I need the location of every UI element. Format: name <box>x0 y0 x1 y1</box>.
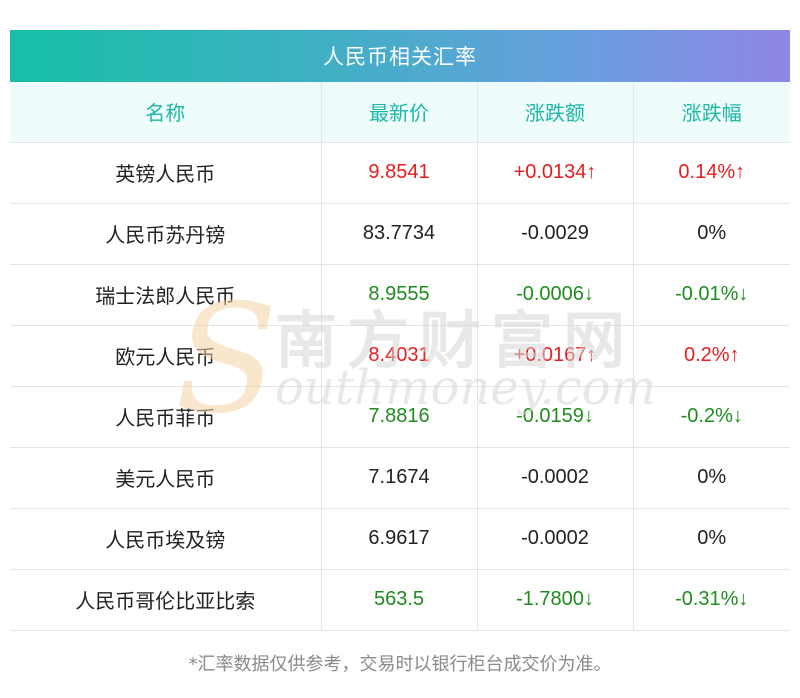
table-row: 瑞士法郎人民币 8.9555 -0.0006↓ -0.01%↓ <box>10 264 790 326</box>
price-change-pct: 0% <box>632 447 790 509</box>
latest-price: 6.9617 <box>320 508 477 570</box>
currency-pair-name: 瑞士法郎人民币 <box>10 264 321 326</box>
latest-price: 7.8816 <box>320 386 477 448</box>
latest-price: 7.1674 <box>320 447 477 509</box>
latest-price: 83.7734 <box>320 203 477 265</box>
table-row: 英镑人民币 9.8541 +0.0134↑ 0.14%↑ <box>10 142 790 204</box>
price-change: +0.0134↑ <box>476 142 633 204</box>
price-change-pct: -0.01%↓ <box>632 264 790 326</box>
table-title: 人民币相关汇率 <box>10 30 790 82</box>
price-change: +0.0167↑ <box>476 325 633 387</box>
price-change-pct: 0.14%↑ <box>632 142 790 204</box>
price-change: -0.0002 <box>476 508 633 570</box>
column-header-name: 名称 <box>10 82 321 143</box>
column-header-price: 最新价 <box>320 82 477 143</box>
price-change-pct: 0.2%↑ <box>632 325 790 387</box>
currency-pair-name: 英镑人民币 <box>10 142 321 204</box>
price-change: -0.0006↓ <box>476 264 633 326</box>
latest-price: 9.8541 <box>320 142 477 204</box>
currency-pair-name: 美元人民币 <box>10 447 321 509</box>
latest-price: 8.4031 <box>320 325 477 387</box>
table-row: 人民币哥伦比亚比索 563.5 -1.7800↓ -0.31%↓ <box>10 569 790 631</box>
price-change: -1.7800↓ <box>476 569 633 631</box>
currency-pair-name: 人民币哥伦比亚比索 <box>10 569 321 631</box>
table-row: 欧元人民币 8.4031 +0.0167↑ 0.2%↑ <box>10 325 790 387</box>
latest-price: 8.9555 <box>320 264 477 326</box>
disclaimer-note: *汇率数据仅供参考，交易时以银行柜台成交价为准。 <box>188 654 612 675</box>
price-change-pct: 0% <box>632 508 790 570</box>
table-row: 美元人民币 7.1674 -0.0002 0% <box>10 447 790 509</box>
price-change-pct: 0% <box>632 203 790 265</box>
currency-pair-name: 人民币菲币 <box>10 386 321 448</box>
exchange-rate-card: 人民币相关汇率 名称 最新价 涨跌额 涨跌幅 英镑人民币 9.8541 +0.013… <box>10 30 790 631</box>
price-change-pct: -0.31%↓ <box>632 569 790 631</box>
table-row: 人民币菲币 7.8816 -0.0159↓ -0.2%↓ <box>10 386 790 448</box>
currency-pair-name: 人民币苏丹镑 <box>10 203 321 265</box>
column-header-change: 涨跌额 <box>476 82 633 143</box>
price-change: -0.0002 <box>476 447 633 509</box>
table-row: 人民币苏丹镑 83.7734 -0.0029 0% <box>10 203 790 265</box>
price-change-pct: -0.2%↓ <box>632 386 790 448</box>
price-change: -0.0029 <box>476 203 633 265</box>
latest-price: 563.5 <box>320 569 477 631</box>
currency-pair-name: 人民币埃及镑 <box>10 508 321 570</box>
price-change: -0.0159↓ <box>476 386 633 448</box>
table-row: 人民币埃及镑 6.9617 -0.0002 0% <box>10 508 790 570</box>
exchange-rate-table: 名称 最新价 涨跌额 涨跌幅 英镑人民币 9.8541 +0.0134↑ 0.14%↑… <box>10 82 790 631</box>
table-header-row: 名称 最新价 涨跌额 涨跌幅 <box>10 82 790 143</box>
currency-pair-name: 欧元人民币 <box>10 325 321 387</box>
column-header-change-pct: 涨跌幅 <box>632 82 790 143</box>
